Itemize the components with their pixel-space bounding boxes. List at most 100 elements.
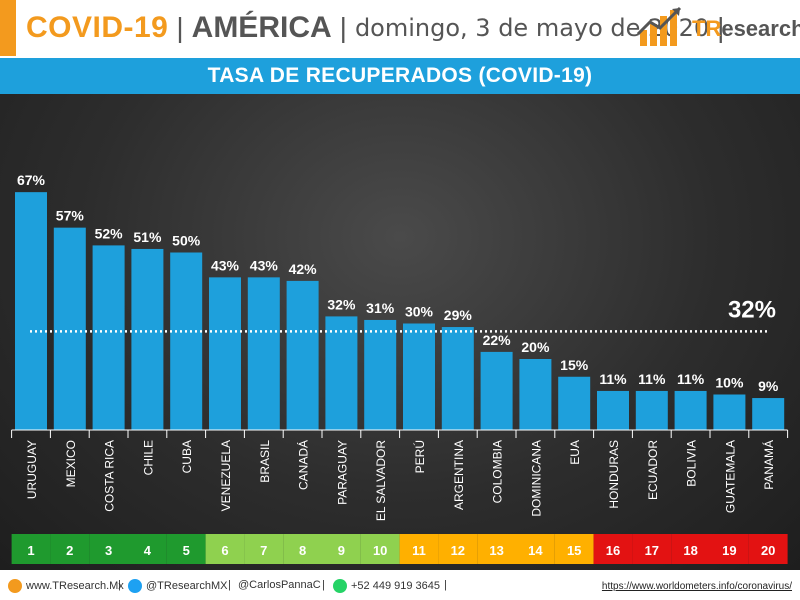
category-label: PERÚ xyxy=(412,440,427,473)
category-label: BRASIL xyxy=(258,440,272,483)
footer-sep: | xyxy=(118,579,121,591)
logo-text: TResearch xyxy=(692,16,800,41)
category-label: EUA xyxy=(568,440,582,465)
bar xyxy=(597,390,629,430)
category-label: MEXICO xyxy=(64,440,78,487)
rank-cell xyxy=(244,534,284,564)
rank-number: 1 xyxy=(27,543,34,558)
category-label: CANADÁ xyxy=(296,440,311,490)
category-label: EL SALVADOR xyxy=(374,440,388,521)
rank-number: 14 xyxy=(528,543,543,558)
footer: www.TResearch.Mx | @TResearchMX | @Carlo… xyxy=(0,570,800,600)
rank-number: 15 xyxy=(567,543,581,558)
bar xyxy=(403,323,435,430)
title-separator: | xyxy=(717,12,725,43)
rank-number: 20 xyxy=(761,543,775,558)
rank-cell xyxy=(399,534,439,564)
twitter-icon xyxy=(128,579,142,593)
category-label: COSTA RICA xyxy=(103,440,117,512)
bar-value-label: 50% xyxy=(172,233,201,249)
rank-number: 18 xyxy=(683,543,697,558)
rank-cell xyxy=(205,534,245,564)
rank-cell xyxy=(283,534,322,564)
rank-cell xyxy=(477,534,516,564)
rank-number: 10 xyxy=(373,543,387,558)
bar xyxy=(15,192,47,430)
bar xyxy=(92,245,125,430)
footer-phone[interactable]: +52 449 919 3645 xyxy=(333,579,440,593)
bar xyxy=(131,248,164,430)
bar xyxy=(635,390,668,430)
chart-title-banner: TASA DE RECUPERADOS (COVID-19) xyxy=(0,58,800,94)
rank-number: 17 xyxy=(645,543,659,558)
rank-number: 2 xyxy=(66,543,73,558)
rank-cell xyxy=(632,534,672,564)
rank-number: 7 xyxy=(260,543,267,558)
category-label: BOLIVIA xyxy=(685,440,699,487)
rank-number: 16 xyxy=(606,543,620,558)
rank-number: 8 xyxy=(299,543,306,558)
category-label: CUBA xyxy=(180,440,194,473)
rank-cell xyxy=(50,534,90,564)
bar-value-label: 11% xyxy=(638,371,666,387)
rank-cell xyxy=(710,534,749,564)
bar-value-label: 43% xyxy=(250,257,279,273)
footer-web[interactable]: www.TResearch.Mx xyxy=(8,579,124,593)
rank-number: 3 xyxy=(105,543,112,558)
rank-number: 19 xyxy=(722,543,736,558)
rank-number: 11 xyxy=(412,543,426,558)
bar xyxy=(286,280,319,430)
average-label: 32% xyxy=(728,296,776,323)
rank-cell xyxy=(11,534,51,564)
footer-author[interactable]: @CarlosPannaC xyxy=(238,579,321,591)
category-label: COLOMBIA xyxy=(491,440,505,503)
footer-sep: | xyxy=(444,579,447,591)
rank-cell xyxy=(671,534,710,564)
bar xyxy=(53,227,86,430)
rank-cell xyxy=(128,534,167,564)
rank-cell xyxy=(166,534,206,564)
category-label: CHILE xyxy=(141,440,155,475)
title-covid: COVID-19 xyxy=(26,11,169,44)
recovery-rate-chart: 67%57%52% 51% 50%43% 43% 42%32% 31% 30% 29%22% 2… xyxy=(11,172,789,564)
bar xyxy=(247,277,280,430)
rank-number: 9 xyxy=(338,543,345,558)
rank-cell xyxy=(748,534,788,564)
bar-value-label: 52% xyxy=(95,225,124,241)
bar-value-label: 32% xyxy=(327,296,356,312)
bar-value-label: 22% xyxy=(483,332,512,348)
rank-number: 12 xyxy=(451,543,465,558)
category-label: GUATEMALA xyxy=(723,440,737,513)
category-label: URUGUAY xyxy=(25,440,39,499)
bar xyxy=(480,351,513,430)
category-label: ECUADOR xyxy=(646,440,660,500)
bar xyxy=(441,327,474,430)
whatsapp-icon xyxy=(333,579,347,593)
rank-cell xyxy=(593,534,633,564)
bar xyxy=(170,252,203,430)
title-region: AMÉRICA xyxy=(191,11,332,44)
bar-value-label: 57% xyxy=(56,208,85,224)
title-separator: | xyxy=(176,12,184,43)
footer-twitter[interactable]: @TResearchMX xyxy=(128,579,227,593)
bar-value-label: 51% xyxy=(133,229,162,245)
rank-cell xyxy=(438,534,478,564)
category-label: ARGENTINA xyxy=(452,440,466,510)
footer-source-link[interactable]: https://www.worldometers.info/coronaviru… xyxy=(601,581,792,592)
rank-cell xyxy=(89,534,128,564)
bar-value-label: 11% xyxy=(677,371,705,387)
category-label: VENEZUELA xyxy=(219,440,233,511)
title-separator: | xyxy=(339,12,347,43)
rank-cell xyxy=(516,534,555,564)
globe-icon xyxy=(8,579,22,593)
bar-value-label: 29% xyxy=(444,307,473,323)
bar-value-label: 67% xyxy=(17,172,46,188)
bar-value-label: 42% xyxy=(289,261,318,277)
bar-value-label: 15% xyxy=(560,357,589,373)
page-title: COVID-19 | AMÉRICA | domingo, 3 de mayo … xyxy=(26,10,732,46)
bar-value-label: 10% xyxy=(715,375,744,391)
bar xyxy=(752,398,785,430)
bar-value-label: 30% xyxy=(405,304,434,320)
bar-value-label: 31% xyxy=(366,300,395,316)
bar xyxy=(325,316,358,430)
